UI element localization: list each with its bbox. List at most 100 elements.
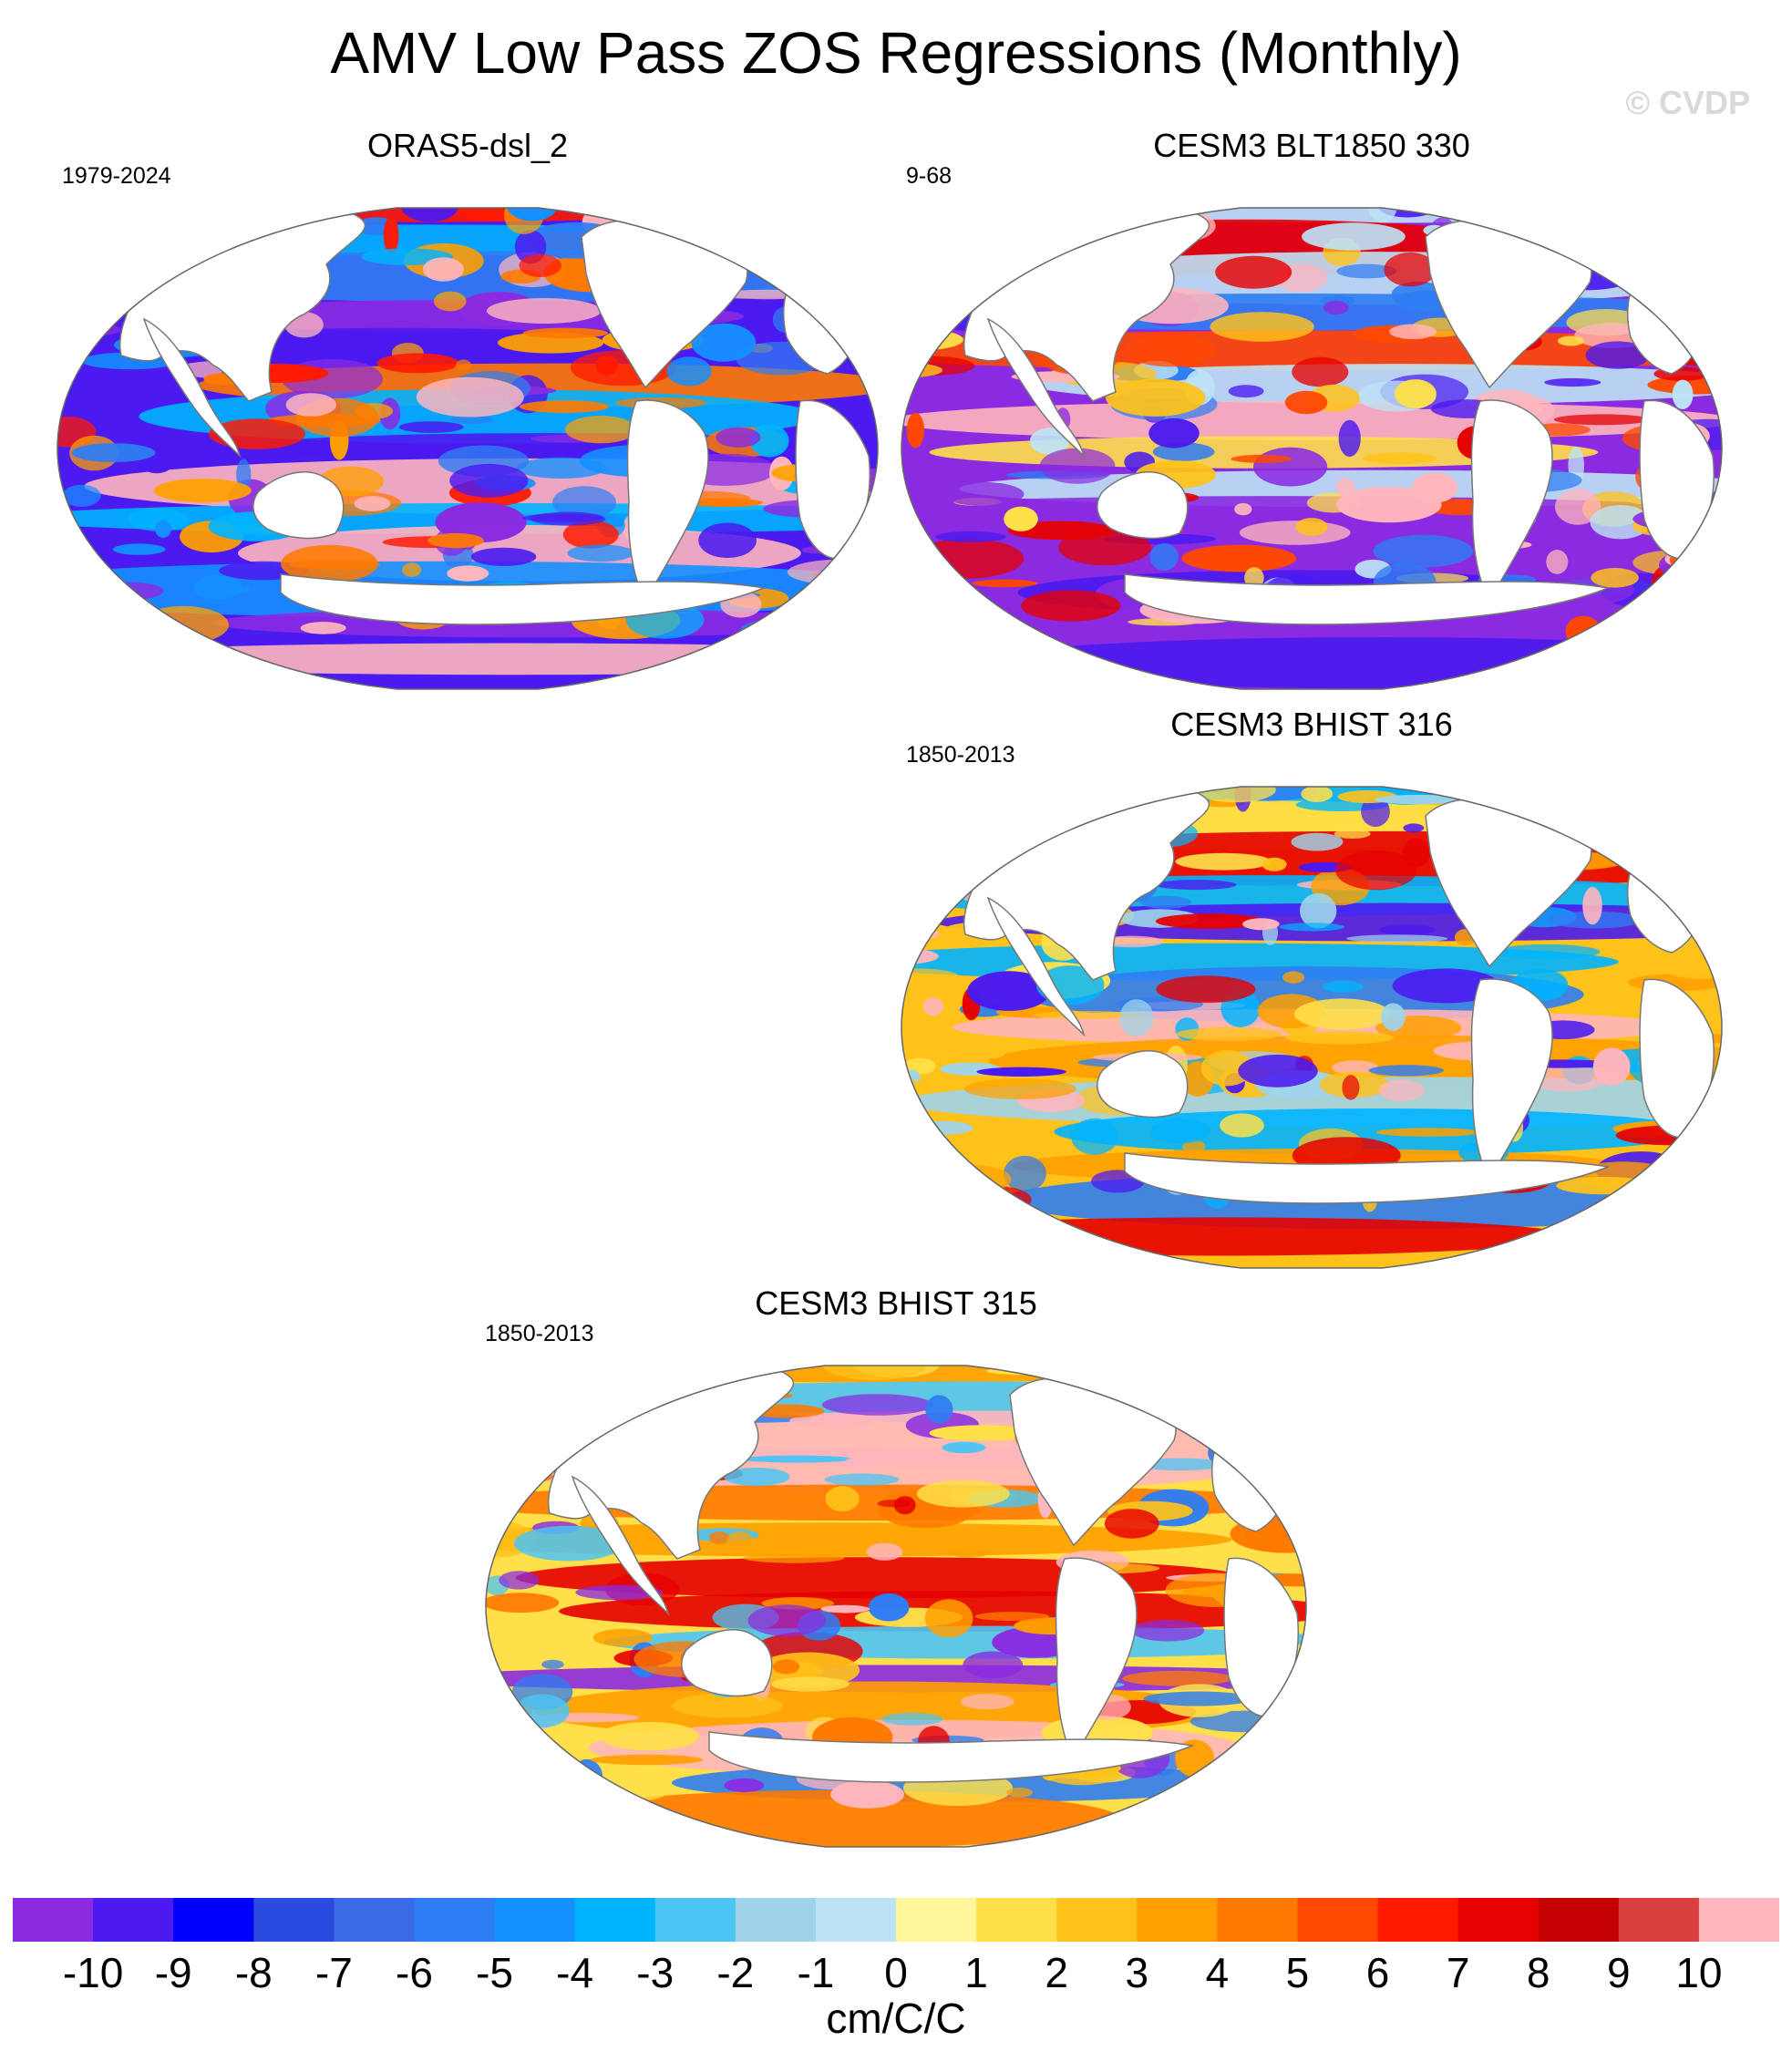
ocean-anomaly-patch (1284, 1031, 1395, 1045)
colorbar-box (1217, 1898, 1299, 1942)
ocean-anomaly-patch (1368, 1065, 1444, 1077)
ocean-anomaly-patch (1295, 518, 1328, 536)
ocean-anomaly-patch (1113, 1366, 1173, 1376)
ocean-anomaly-patch (1302, 222, 1406, 251)
ocean-anomaly-patch (901, 968, 959, 985)
ocean-anomaly-patch (1195, 787, 1276, 803)
colorbar-box (173, 1898, 254, 1942)
ocean-anomaly-patch (285, 393, 336, 417)
ocean-anomaly-patch (1029, 428, 1070, 455)
ocean-anomaly-patch (1346, 934, 1448, 943)
colorbar-tick-label: 5 (1285, 1949, 1310, 1996)
land-mass (1097, 1050, 1189, 1119)
ocean-anomaly-patch (153, 479, 252, 503)
ocean-anomaly-patch (1363, 452, 1437, 465)
ocean-anomaly-patch (868, 1593, 910, 1622)
colorbar-tick-label: 8 (1526, 1949, 1550, 1996)
ocean-anomaly-patch (747, 1604, 826, 1637)
ocean-anomaly-patch (740, 1455, 853, 1463)
ocean-anomaly-patch (1104, 1509, 1159, 1539)
ocean-anomaly-patch (1518, 787, 1601, 809)
ocean-anomaly-patch (83, 394, 99, 405)
ocean-anomaly-patch (486, 1439, 523, 1479)
ocean-anomaly-patch (671, 1693, 783, 1718)
ocean-anomaly-patch (906, 412, 925, 448)
ocean-anomaly-patch (128, 508, 189, 531)
ocean-anomaly-patch (916, 787, 1001, 806)
ocean-anomaly-patch (922, 997, 943, 1016)
ocean-anomaly-patch (1585, 341, 1651, 369)
ocean-anomaly-patch (589, 1416, 621, 1428)
ocean-anomaly-patch (1220, 1383, 1273, 1402)
ocean-anomaly-patch (820, 1604, 870, 1614)
ocean-anomaly-patch (521, 513, 603, 522)
colorbar-tick-label: -10 (62, 1949, 124, 1996)
ocean-anomaly-patch (1035, 787, 1131, 799)
colorbar-tick-label: -5 (476, 1949, 513, 1996)
land-mass (280, 573, 767, 625)
copyright-watermark: © CVDP (1625, 84, 1750, 121)
ocean-anomaly-patch (1006, 1788, 1033, 1798)
ocean-anomaly-patch (1156, 975, 1256, 1004)
colorbar-box (1137, 1898, 1218, 1942)
ocean-anomaly-band (542, 1789, 1121, 1847)
ocean-anomaly-patch (1662, 253, 1694, 288)
ocean-anomaly-patch (967, 971, 1051, 1011)
land-mass (986, 896, 1086, 1037)
ocean-anomaly-patch (486, 1434, 530, 1470)
ocean-anomaly-patch (519, 253, 561, 277)
ocean-anomaly-patch (499, 1571, 540, 1590)
ocean-anomaly-patch (447, 565, 489, 582)
ocean-anomaly-patch (724, 1778, 765, 1793)
ocean-anomaly-patch (1238, 1054, 1318, 1088)
ocean-anomaly-patch (599, 1721, 699, 1751)
land-mass (986, 317, 1086, 459)
ocean-anomaly-patch (1100, 1366, 1184, 1399)
ocean-anomaly-patch (281, 544, 378, 583)
map-panel-blt1850: CESM3 BLT1850 330 9-68 (897, 128, 1726, 693)
ocean-anomaly-patch (603, 1366, 681, 1370)
ocean-anomaly-patch (1694, 292, 1713, 329)
ocean-anomaly-patch (1378, 924, 1437, 935)
ocean-anomaly-patch (1106, 378, 1206, 417)
ocean-anomaly-patch (486, 298, 602, 324)
ocean-anomaly-patch (658, 1366, 769, 1374)
colorbar-tick-label: 6 (1365, 1949, 1390, 1996)
colorbar-box (1056, 1898, 1138, 1942)
ocean-anomaly-patch (963, 1651, 1024, 1679)
ocean-anomaly-patch (1074, 787, 1107, 792)
ocean-anomaly-patch (416, 376, 524, 418)
ocean-anomaly-patch (536, 1389, 609, 1407)
ocean-anomaly-patch (104, 234, 189, 245)
ocean-anomaly-patch (1279, 923, 1345, 932)
ocean-anomaly-patch (960, 1694, 1014, 1710)
ocean-anomaly-patch (770, 1676, 850, 1692)
ocean-anomaly-patch (1139, 895, 1191, 909)
ocean-anomaly-patch (949, 1548, 990, 1558)
ocean-anomaly-patch (825, 1486, 860, 1512)
ocean-anomaly-patch (562, 520, 619, 549)
ocean-anomaly-patch (1334, 829, 1371, 839)
ocean-anomaly-patch (668, 208, 698, 233)
ocean-anomaly-patch (571, 1758, 603, 1797)
ocean-anomaly-patch (1582, 886, 1602, 925)
ocean-anomaly-patch (1651, 562, 1694, 603)
ocean-anomaly-patch (109, 208, 127, 219)
ocean-anomaly-patch (819, 1366, 930, 1381)
colorbar-tick-label: 0 (884, 1949, 908, 1996)
ocean-anomaly-patch (555, 1406, 611, 1431)
ocean-anomaly-patch (1099, 935, 1164, 948)
ocean-anomaly-patch (1669, 564, 1714, 581)
land-mass (626, 399, 709, 603)
ocean-anomaly-patch (1540, 787, 1614, 794)
ocean-anomaly-patch (1058, 530, 1152, 566)
ocean-anomaly-patch (911, 538, 1025, 579)
colorbar-box (1538, 1898, 1620, 1942)
land-mass (1124, 573, 1611, 625)
colorbar-tick-label: 7 (1446, 1949, 1470, 1996)
ocean-anomaly-patch (1666, 878, 1683, 888)
ocean-anomaly-patch (500, 1767, 593, 1787)
ocean-anomaly-patch (1122, 1670, 1233, 1686)
ocean-anomaly-patch (817, 296, 878, 312)
map-outline (901, 786, 1723, 1269)
